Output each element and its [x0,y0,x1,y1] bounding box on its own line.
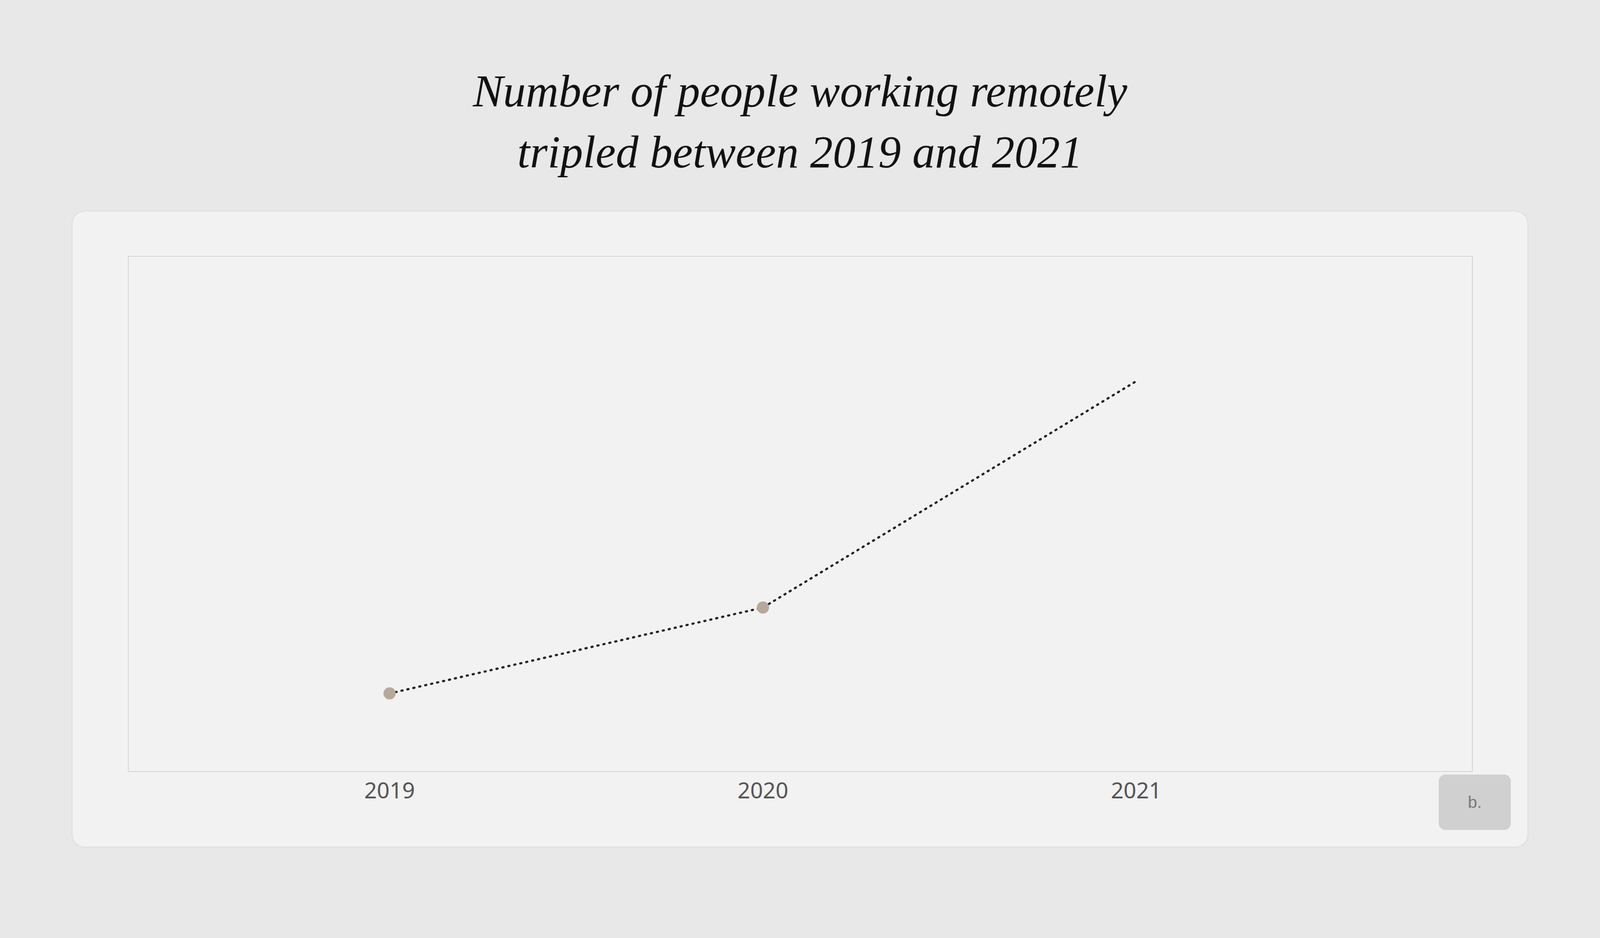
html-text:Number of people working remot: Number of people working remotely [472,65,1128,117]
svg-text:2021: 2021 [1110,774,1162,805]
svg-text:2020: 2020 [737,774,789,805]
html-text:tripled between 2019 and 2021: tripled between 2019 and 2021 [517,126,1083,178]
svg-text:2019: 2019 [363,774,415,805]
html-text:b.: b. [1467,792,1482,812]
